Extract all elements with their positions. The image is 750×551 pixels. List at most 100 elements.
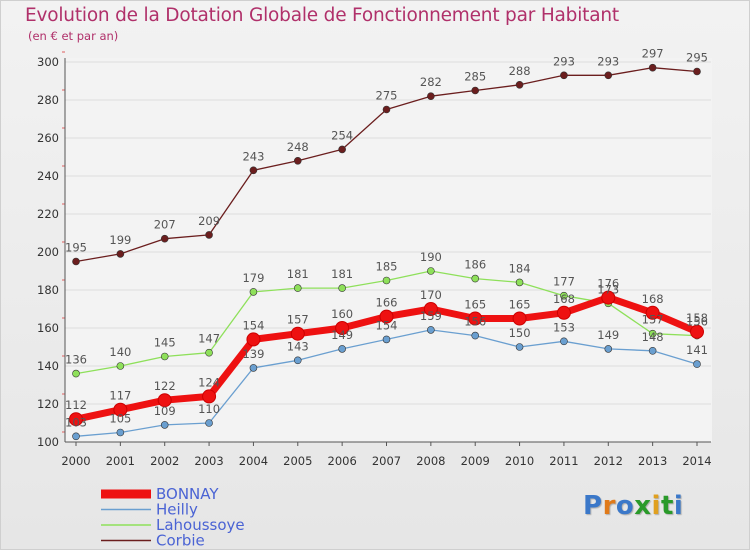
data-label-corbie: 293 — [553, 54, 575, 68]
data-point-corbie — [560, 71, 568, 80]
data-point-heilly — [427, 326, 435, 334]
y-tick-label: 240 — [37, 169, 59, 183]
data-label-corbie: 243 — [242, 149, 264, 163]
data-point-heilly — [471, 331, 480, 340]
data-label-bonnay: 122 — [154, 379, 176, 393]
data-label-heilly: 143 — [287, 339, 309, 353]
data-point-lahoussoye — [560, 291, 568, 300]
data-label-bonnay: 165 — [509, 298, 531, 312]
data-point-bonnay — [556, 305, 571, 320]
data-point-lahoussoye — [249, 288, 258, 296]
data-label-corbie: 275 — [376, 89, 398, 103]
logo-letter: P — [583, 491, 603, 521]
data-label-heilly: 150 — [509, 326, 531, 340]
data-label-bonnay: 157 — [287, 313, 309, 327]
y-tick-label: 260 — [37, 131, 59, 145]
logo-letter: r — [602, 491, 616, 521]
data-label-heilly: 154 — [376, 318, 398, 332]
data-label-corbie: 199 — [109, 233, 131, 247]
legend-label-heilly: Heilly — [156, 501, 198, 519]
data-label-heilly: 139 — [242, 347, 264, 361]
data-label-corbie: 293 — [597, 54, 619, 68]
data-label-corbie: 207 — [154, 218, 176, 232]
data-point-lahoussoye — [338, 284, 346, 292]
data-point-corbie — [338, 145, 346, 154]
data-point-bonnay — [202, 389, 217, 404]
y-tick-label: 220 — [37, 207, 59, 221]
data-point-lahoussoye — [471, 274, 480, 283]
data-point-bonnay — [290, 326, 305, 341]
x-tick-label: 2013 — [638, 454, 667, 468]
data-label-lahoussoye: 147 — [198, 332, 220, 346]
data-point-bonnay — [601, 290, 616, 305]
data-point-corbie — [116, 250, 125, 258]
data-label-bonnay: 117 — [109, 389, 131, 403]
data-label-lahoussoye: 156 — [686, 315, 708, 329]
data-point-lahoussoye — [72, 369, 80, 378]
data-label-lahoussoye: 181 — [331, 267, 353, 281]
data-label-lahoussoye: 145 — [154, 336, 176, 350]
x-tick-label: 2014 — [682, 454, 711, 468]
data-point-heilly — [249, 364, 258, 372]
data-point-heilly — [560, 337, 568, 346]
data-point-bonnay — [246, 332, 261, 347]
logo-letter: t — [660, 491, 674, 521]
data-point-heilly — [72, 432, 80, 441]
data-label-corbie: 248 — [287, 140, 309, 154]
data-label-heilly: 149 — [331, 328, 353, 342]
data-label-corbie: 288 — [509, 64, 531, 78]
data-label-heilly: 156 — [464, 315, 486, 329]
x-tick-label: 2008 — [416, 454, 445, 468]
x-tick-label: 2001 — [106, 454, 135, 468]
data-point-heilly — [648, 346, 657, 355]
data-label-bonnay: 165 — [464, 298, 486, 312]
data-label-heilly: 141 — [686, 343, 708, 357]
data-point-corbie — [72, 257, 80, 266]
data-point-lahoussoye — [293, 284, 302, 292]
data-point-lahoussoye — [648, 329, 657, 338]
data-point-bonnay — [645, 305, 660, 320]
x-tick-label: 2007 — [372, 454, 401, 468]
data-point-corbie — [648, 63, 657, 72]
data-label-lahoussoye: 184 — [509, 261, 531, 275]
data-label-bonnay: 154 — [242, 318, 264, 332]
data-label-bonnay: 176 — [597, 277, 619, 291]
data-label-heilly: 153 — [553, 320, 575, 334]
x-tick-label: 2002 — [150, 454, 179, 468]
data-point-lahoussoye — [205, 348, 213, 357]
data-point-bonnay — [423, 302, 438, 316]
data-point-bonnay — [379, 309, 394, 324]
logo-letter: x — [634, 491, 652, 521]
x-tick-label: 2006 — [328, 454, 357, 468]
data-label-corbie: 209 — [198, 214, 220, 228]
data-point-corbie — [205, 231, 213, 239]
chart-title: Evolution de la Dotation Globale de Fonc… — [25, 5, 619, 26]
data-label-corbie: 195 — [65, 241, 87, 255]
y-tick-label: 140 — [37, 359, 59, 373]
x-tick-label: 2011 — [549, 454, 578, 468]
data-point-bonnay — [690, 324, 704, 339]
data-point-bonnay — [113, 402, 128, 417]
data-label-heilly: 110 — [198, 402, 220, 416]
data-point-corbie — [515, 81, 524, 89]
data-point-heilly — [338, 345, 346, 353]
y-tick-label: 180 — [37, 283, 59, 297]
data-point-heilly — [693, 360, 701, 368]
logo-letter: i — [673, 491, 684, 521]
x-tick-label: 2004 — [239, 454, 268, 468]
data-point-corbie — [693, 67, 701, 76]
data-label-corbie: 285 — [464, 70, 486, 84]
legend-label-corbie: Corbie — [156, 532, 205, 550]
data-label-heilly: 103 — [65, 415, 87, 429]
data-label-bonnay: 168 — [642, 292, 664, 306]
y-tick-label: 160 — [37, 321, 59, 335]
data-label-lahoussoye: 181 — [287, 267, 309, 281]
logo-letter: i — [651, 491, 661, 521]
y-tick-label: 280 — [37, 93, 59, 107]
data-point-corbie — [249, 166, 258, 175]
y-tick-label: 200 — [37, 245, 59, 259]
data-label-lahoussoye: 136 — [65, 353, 87, 367]
data-point-corbie — [160, 234, 169, 243]
